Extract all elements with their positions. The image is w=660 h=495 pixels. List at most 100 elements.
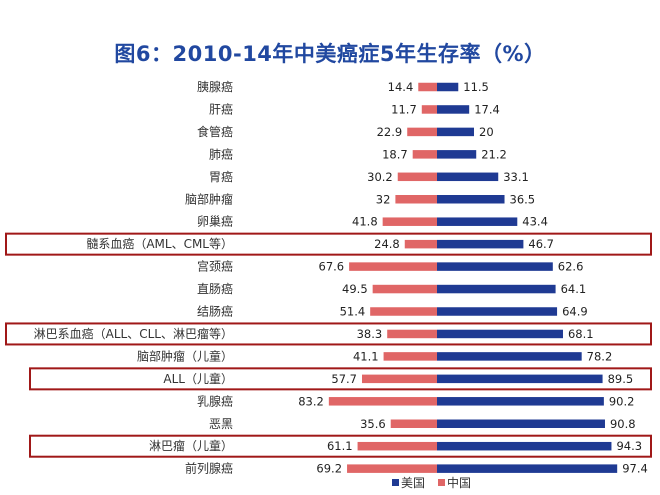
category-label: 脑部肿瘤 [185, 191, 233, 206]
category-label: 食管癌 [197, 124, 233, 139]
value-label-china: 18.7 [382, 147, 408, 161]
value-label-china: 32 [376, 192, 391, 206]
category-label: 宫颈癌 [197, 259, 233, 274]
value-label-china: 67.6 [319, 260, 345, 274]
value-label-usa: 64.9 [562, 305, 588, 319]
value-label-usa: 11.5 [463, 80, 489, 94]
bar-china [349, 262, 437, 271]
value-label-china: 61.1 [327, 439, 353, 453]
value-label-china: 11.7 [391, 102, 417, 116]
value-label-china: 51.4 [340, 305, 366, 319]
legend-usa-swatch [392, 479, 399, 486]
bar-usa [437, 150, 477, 159]
highlight-box [29, 367, 652, 391]
bar-usa [437, 441, 612, 451]
bar-china [361, 374, 437, 384]
chart-title: 图6：2010-14年中美癌症5年生存率（%） [114, 42, 546, 66]
value-label-china: 30.2 [367, 170, 393, 184]
value-label-china: 83.2 [298, 394, 324, 408]
bar-china [372, 284, 437, 294]
bar-usa [437, 352, 582, 361]
value-label-usa: 46.7 [528, 237, 554, 251]
bar-usa [437, 127, 474, 137]
value-label-china: 14.4 [388, 80, 414, 94]
value-label-china: 22.9 [377, 125, 403, 139]
category-label: 胃癌 [209, 169, 233, 184]
category-label: 恶黑 [209, 417, 233, 431]
bar-usa [437, 374, 603, 384]
bar-usa [437, 329, 563, 339]
bar-usa [437, 284, 556, 294]
value-label-usa: 33.1 [503, 170, 529, 184]
highlight-box [29, 434, 652, 458]
value-label-usa: 89.5 [608, 372, 634, 386]
value-label-china: 24.8 [374, 237, 400, 251]
category-label: 淋巴瘤（儿童） [149, 438, 233, 453]
category-label: 前列腺癌 [185, 461, 233, 476]
value-label-usa: 78.2 [587, 349, 613, 363]
bar-usa [437, 397, 604, 406]
legend-china-swatch [438, 479, 445, 486]
bar-china [387, 329, 437, 339]
bar-usa [437, 419, 605, 428]
value-label-usa: 17.4 [474, 102, 500, 116]
bar-china [418, 82, 437, 92]
bar-usa [437, 195, 505, 204]
bar-china [328, 397, 437, 406]
bar-china [370, 307, 437, 316]
bar-china [407, 127, 437, 137]
category-label: 肝癌 [209, 101, 233, 116]
category-label: 直肠癌 [197, 281, 233, 296]
value-label-usa: 94.3 [616, 439, 642, 453]
value-label-china: 41.1 [353, 349, 379, 363]
bar-china [412, 150, 437, 159]
value-label-usa: 43.4 [522, 215, 548, 229]
legend-china-label: 中国 [447, 475, 471, 490]
value-label-china: 38.3 [357, 327, 383, 341]
bar-usa [437, 82, 459, 92]
category-label: 乳腺癌 [197, 393, 233, 408]
value-label-usa: 90.2 [609, 394, 635, 408]
value-label-usa: 62.6 [558, 260, 584, 274]
value-label-usa: 21.2 [481, 147, 507, 161]
legend-usa-label: 美国 [401, 476, 425, 490]
bar-usa [437, 307, 558, 316]
bar-china [347, 464, 437, 473]
category-label: 结肠癌 [197, 304, 233, 319]
highlight-box [5, 232, 652, 256]
value-label-usa: 64.1 [561, 282, 587, 296]
value-label-usa: 68.1 [568, 327, 594, 341]
bar-usa [437, 105, 470, 114]
bar-china [382, 217, 437, 226]
bar-usa [437, 262, 553, 271]
category-label: 髓系血癌（AML、CML等） [86, 236, 233, 251]
value-label-china: 41.8 [352, 215, 378, 229]
bar-usa [437, 217, 518, 226]
bar-china [397, 172, 437, 182]
bar-china [383, 352, 437, 361]
value-label-usa: 97.4 [622, 462, 648, 476]
value-label-usa: 90.8 [610, 417, 636, 431]
category-label: 淋巴系血癌（ALL、CLL、淋巴瘤等） [34, 326, 233, 341]
category-label: ALL（儿童） [163, 371, 233, 386]
highlight-box [5, 322, 652, 346]
value-label-china: 35.6 [360, 417, 386, 431]
value-label-usa: 36.5 [510, 192, 536, 206]
category-label: 肺癌 [209, 146, 233, 161]
bar-china [395, 195, 437, 204]
value-label-china: 69.2 [316, 462, 342, 476]
bar-china [357, 441, 437, 451]
bar-china [390, 419, 437, 428]
bar-usa [437, 464, 618, 473]
category-label: 卵巢癌 [197, 214, 233, 229]
category-label: 胰腺癌 [197, 79, 233, 94]
bar-china [421, 105, 437, 114]
value-label-china: 57.7 [331, 372, 357, 386]
bar-usa [437, 239, 524, 249]
bar-usa [437, 172, 499, 182]
value-label-usa: 20 [479, 125, 494, 139]
bar-china [404, 239, 437, 249]
value-label-china: 49.5 [342, 282, 368, 296]
category-label: 脑部肿瘤（儿童） [137, 348, 233, 363]
